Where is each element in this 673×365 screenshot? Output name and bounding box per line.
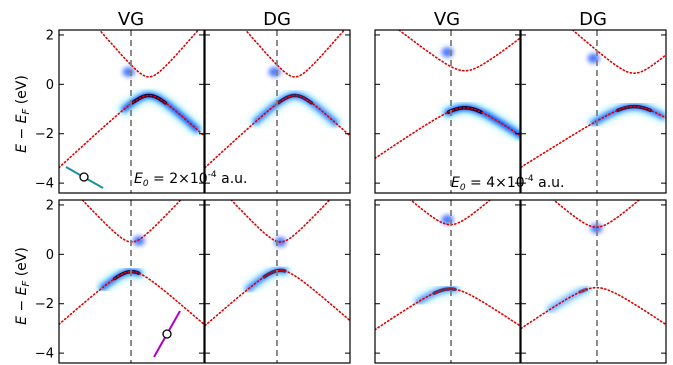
panel-r2-c1 — [58, 199, 205, 364]
valence-band — [375, 107, 520, 160]
panel-r1-c2 — [204, 29, 351, 194]
panel-r2-c2 — [204, 199, 351, 364]
conduction-band — [552, 200, 641, 228]
ylabel-sub: F — [21, 109, 32, 115]
upper-band-spot — [268, 66, 281, 77]
column-title-dg-2: DG — [579, 9, 607, 30]
panel-frame — [204, 29, 351, 194]
valence-band — [59, 270, 204, 326]
panel-r1-c1 — [58, 29, 205, 194]
panel-r1-c4 — [520, 29, 667, 194]
panel-r2-c4 — [520, 199, 667, 364]
panel-frame — [520, 29, 667, 194]
y-tick-label: −4 — [35, 177, 54, 192]
y-axis-label-bottom: E − EF (eV) — [14, 247, 32, 325]
panels — [58, 29, 667, 364]
ylabel-unit: (eV) — [14, 75, 30, 109]
polarization-glyph-top — [65, 166, 104, 189]
conduction-band — [409, 200, 492, 226]
valence-band — [521, 286, 666, 330]
y-tick-labels: 2 0 −2 −4 2 0 −2 −4 — [35, 28, 54, 361]
y-axis-label-top: E − EF (eV) — [14, 75, 32, 153]
y-tick-label: −4 — [35, 347, 54, 362]
ylabel-sub: F — [21, 281, 32, 287]
panel-frame — [374, 29, 521, 194]
conduction-band — [230, 200, 331, 243]
panel-frame — [374, 199, 521, 364]
svg-text:E − EF (eV): E − EF (eV) — [14, 75, 32, 153]
panel-r2-c3 — [374, 199, 521, 364]
y-tick-label: −2 — [35, 297, 54, 312]
y-tick-label: 2 — [46, 198, 54, 213]
panel-frame — [204, 199, 351, 364]
valence-band — [375, 288, 520, 331]
valence-band — [521, 105, 666, 169]
panel-frame — [520, 199, 667, 364]
field-strength-annotation-2: E0 = 4×10-4 a.u. — [451, 174, 564, 193]
field-strength-annotation-1: E0 = 2×10-4 a.u. — [134, 170, 247, 189]
y-tick-label: 0 — [46, 78, 54, 93]
y-tick-label: −2 — [35, 127, 54, 142]
ylabel-main: E − E — [14, 114, 30, 152]
y-tick-label: 2 — [46, 28, 54, 43]
panel-r1-c3 — [374, 29, 521, 194]
column-title-vg-2: VG — [434, 9, 460, 30]
ylabel-unit: (eV) — [14, 247, 30, 281]
upper-band-spot — [590, 223, 603, 234]
spectral-core — [130, 93, 168, 105]
ylabel-main: E − E — [14, 286, 30, 324]
svg-text:E − EF (eV): E − EF (eV) — [14, 247, 32, 325]
panel-frame — [58, 29, 205, 194]
spectral-core — [276, 93, 314, 105]
conduction-band — [571, 30, 666, 74]
column-title-vg-1: VG — [118, 9, 144, 30]
upper-band-spot — [122, 66, 135, 77]
panel-frame — [58, 199, 205, 364]
column-title-dg-1: DG — [263, 9, 291, 30]
polarization-glyph-bottom — [153, 310, 181, 358]
y-tick-label: 0 — [46, 248, 54, 263]
valence-band — [205, 269, 350, 327]
